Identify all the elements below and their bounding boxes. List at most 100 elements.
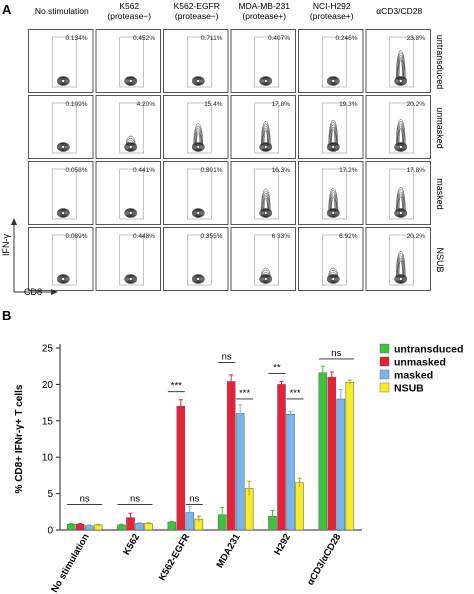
column-header-0: No stimulation <box>35 6 89 16</box>
legend-label-NSUB: NSUB <box>394 383 424 395</box>
bar-untransduced <box>167 521 177 531</box>
bar-unmasked <box>176 405 186 531</box>
y-axis-title: % CD8+ IFNr-γ+ T cells <box>14 384 25 493</box>
x-tick-label: K562-EGFR <box>157 532 193 583</box>
gate <box>254 234 279 286</box>
gate-percentage: 0.246% <box>335 35 357 42</box>
bar-chart: 0 5 10 15 20 25 % CD8+ IFNr-γ+ T cells No stimu… <box>14 344 362 594</box>
bar-NSUB <box>144 523 153 531</box>
gate <box>187 168 212 220</box>
gate <box>119 168 144 220</box>
flow-plot: 16.3% <box>230 161 296 225</box>
significance-label: ** <box>273 362 281 373</box>
bar-NSUB <box>295 482 304 531</box>
gate <box>119 102 144 154</box>
gate-percentage: 0.711% <box>201 35 223 42</box>
flow-plot: 23.8% <box>365 29 431 93</box>
column-subheader-3: (protease+) <box>242 11 286 21</box>
gate-percentage: 0.452% <box>133 35 155 42</box>
gate-percentage: 23.8% <box>407 35 426 42</box>
bar-unmasked <box>327 376 337 531</box>
gate-percentage: 6.92% <box>339 233 358 240</box>
row-label-2: masked <box>435 178 445 210</box>
bar-masked <box>336 398 346 531</box>
gate-percentage: 4.20% <box>137 101 156 108</box>
column-header-5: αCD3/CD28 <box>376 6 422 16</box>
y-tick-label: 0 <box>47 526 53 537</box>
bar-masked <box>286 413 295 531</box>
flow-plot: 4.20% <box>95 95 161 159</box>
flow-plot: 15.4% <box>163 95 229 159</box>
column-header-3: MDA-MB-231 <box>239 1 291 11</box>
axis-arrows <box>11 218 58 295</box>
flow-plot: 0.452% <box>95 29 161 93</box>
gate <box>389 36 414 88</box>
gate <box>389 168 414 220</box>
flow-plot: 0.089% <box>28 227 94 291</box>
flow-plot: 0.711% <box>163 29 229 93</box>
column-subheader-4: (protease+) <box>310 11 354 21</box>
flow-plot: 0.134% <box>28 29 94 93</box>
gate-percentage: 20.2% <box>407 101 426 108</box>
row-label-3: NSUB <box>435 247 445 272</box>
bar-untransduced <box>318 372 328 531</box>
gate <box>187 36 212 88</box>
bar-NSUB <box>345 381 355 531</box>
gate-percentage: 0.355% <box>200 233 222 240</box>
y-tick-label: 20 <box>42 380 54 391</box>
gate <box>52 168 77 220</box>
gate-percentage: 0.134% <box>65 35 87 42</box>
significance-label: *** <box>171 381 182 392</box>
gate <box>389 234 414 286</box>
bar-unmasked <box>277 384 286 531</box>
y-tick-label: 5 <box>47 489 53 500</box>
legend-swatch-masked <box>379 369 390 380</box>
gate-percentage: 17.8% <box>407 167 426 174</box>
gate <box>389 102 414 154</box>
flow-plot: 0.448% <box>95 227 161 291</box>
flow-plot: 20.2% <box>365 95 431 159</box>
gate-percentage: 20.2% <box>407 233 426 240</box>
bar-NSUB <box>93 524 103 531</box>
column-header-1: K562 <box>119 1 139 11</box>
gate-percentage: 16.3% <box>272 167 291 174</box>
gate <box>52 102 77 154</box>
flow-plot: 0.109% <box>28 95 94 159</box>
x-tick-label: MDA231 <box>214 531 243 570</box>
flow-plot: 19.3% <box>298 95 364 159</box>
flow-plot: 6.33% <box>230 227 296 291</box>
flow-plot: 17.8% <box>365 161 431 225</box>
panel-a-label: A <box>2 2 12 17</box>
x-axis-label-cd8: CD8 <box>24 287 42 297</box>
x-tick-label: K562 <box>121 532 142 557</box>
gate <box>187 234 212 286</box>
significance-label: ns <box>189 494 199 505</box>
column-header-4: NCI-H292 <box>313 1 351 11</box>
gate-percentage: 15.4% <box>204 101 223 108</box>
flow-plot: 0.801% <box>163 161 229 225</box>
row-labels: untransduced unmasked masked NSUB <box>435 35 445 273</box>
bar-unmasked <box>226 381 236 531</box>
gate-percentage: 6.33% <box>272 233 291 240</box>
legend-label-unmasked: unmasked <box>394 357 446 369</box>
significance-label: *** <box>239 388 250 399</box>
gate <box>254 168 279 220</box>
significance-label: ns <box>222 352 232 363</box>
gate <box>322 102 347 154</box>
y-tick-label: 25 <box>42 344 54 355</box>
x-tick-label: H292 <box>272 532 293 557</box>
x-tick-label: No stimulation <box>49 532 92 594</box>
gate-percentage: 0.801% <box>200 167 222 174</box>
gate-percentage: 0.448% <box>133 233 155 240</box>
legend-label-masked: masked <box>394 370 433 382</box>
gate <box>322 168 347 220</box>
flow-plot-grid: 0.134% 0.452% 0.711% 0.407% 0.246% 23.8% 0.109… <box>28 29 431 291</box>
gate-percentage: 0.407% <box>268 35 290 42</box>
gate <box>322 234 347 286</box>
bar-untransduced <box>66 523 76 531</box>
y-tick-label: 15 <box>42 416 54 427</box>
significance-label: *** <box>289 388 300 399</box>
bar-unmasked <box>75 523 85 531</box>
